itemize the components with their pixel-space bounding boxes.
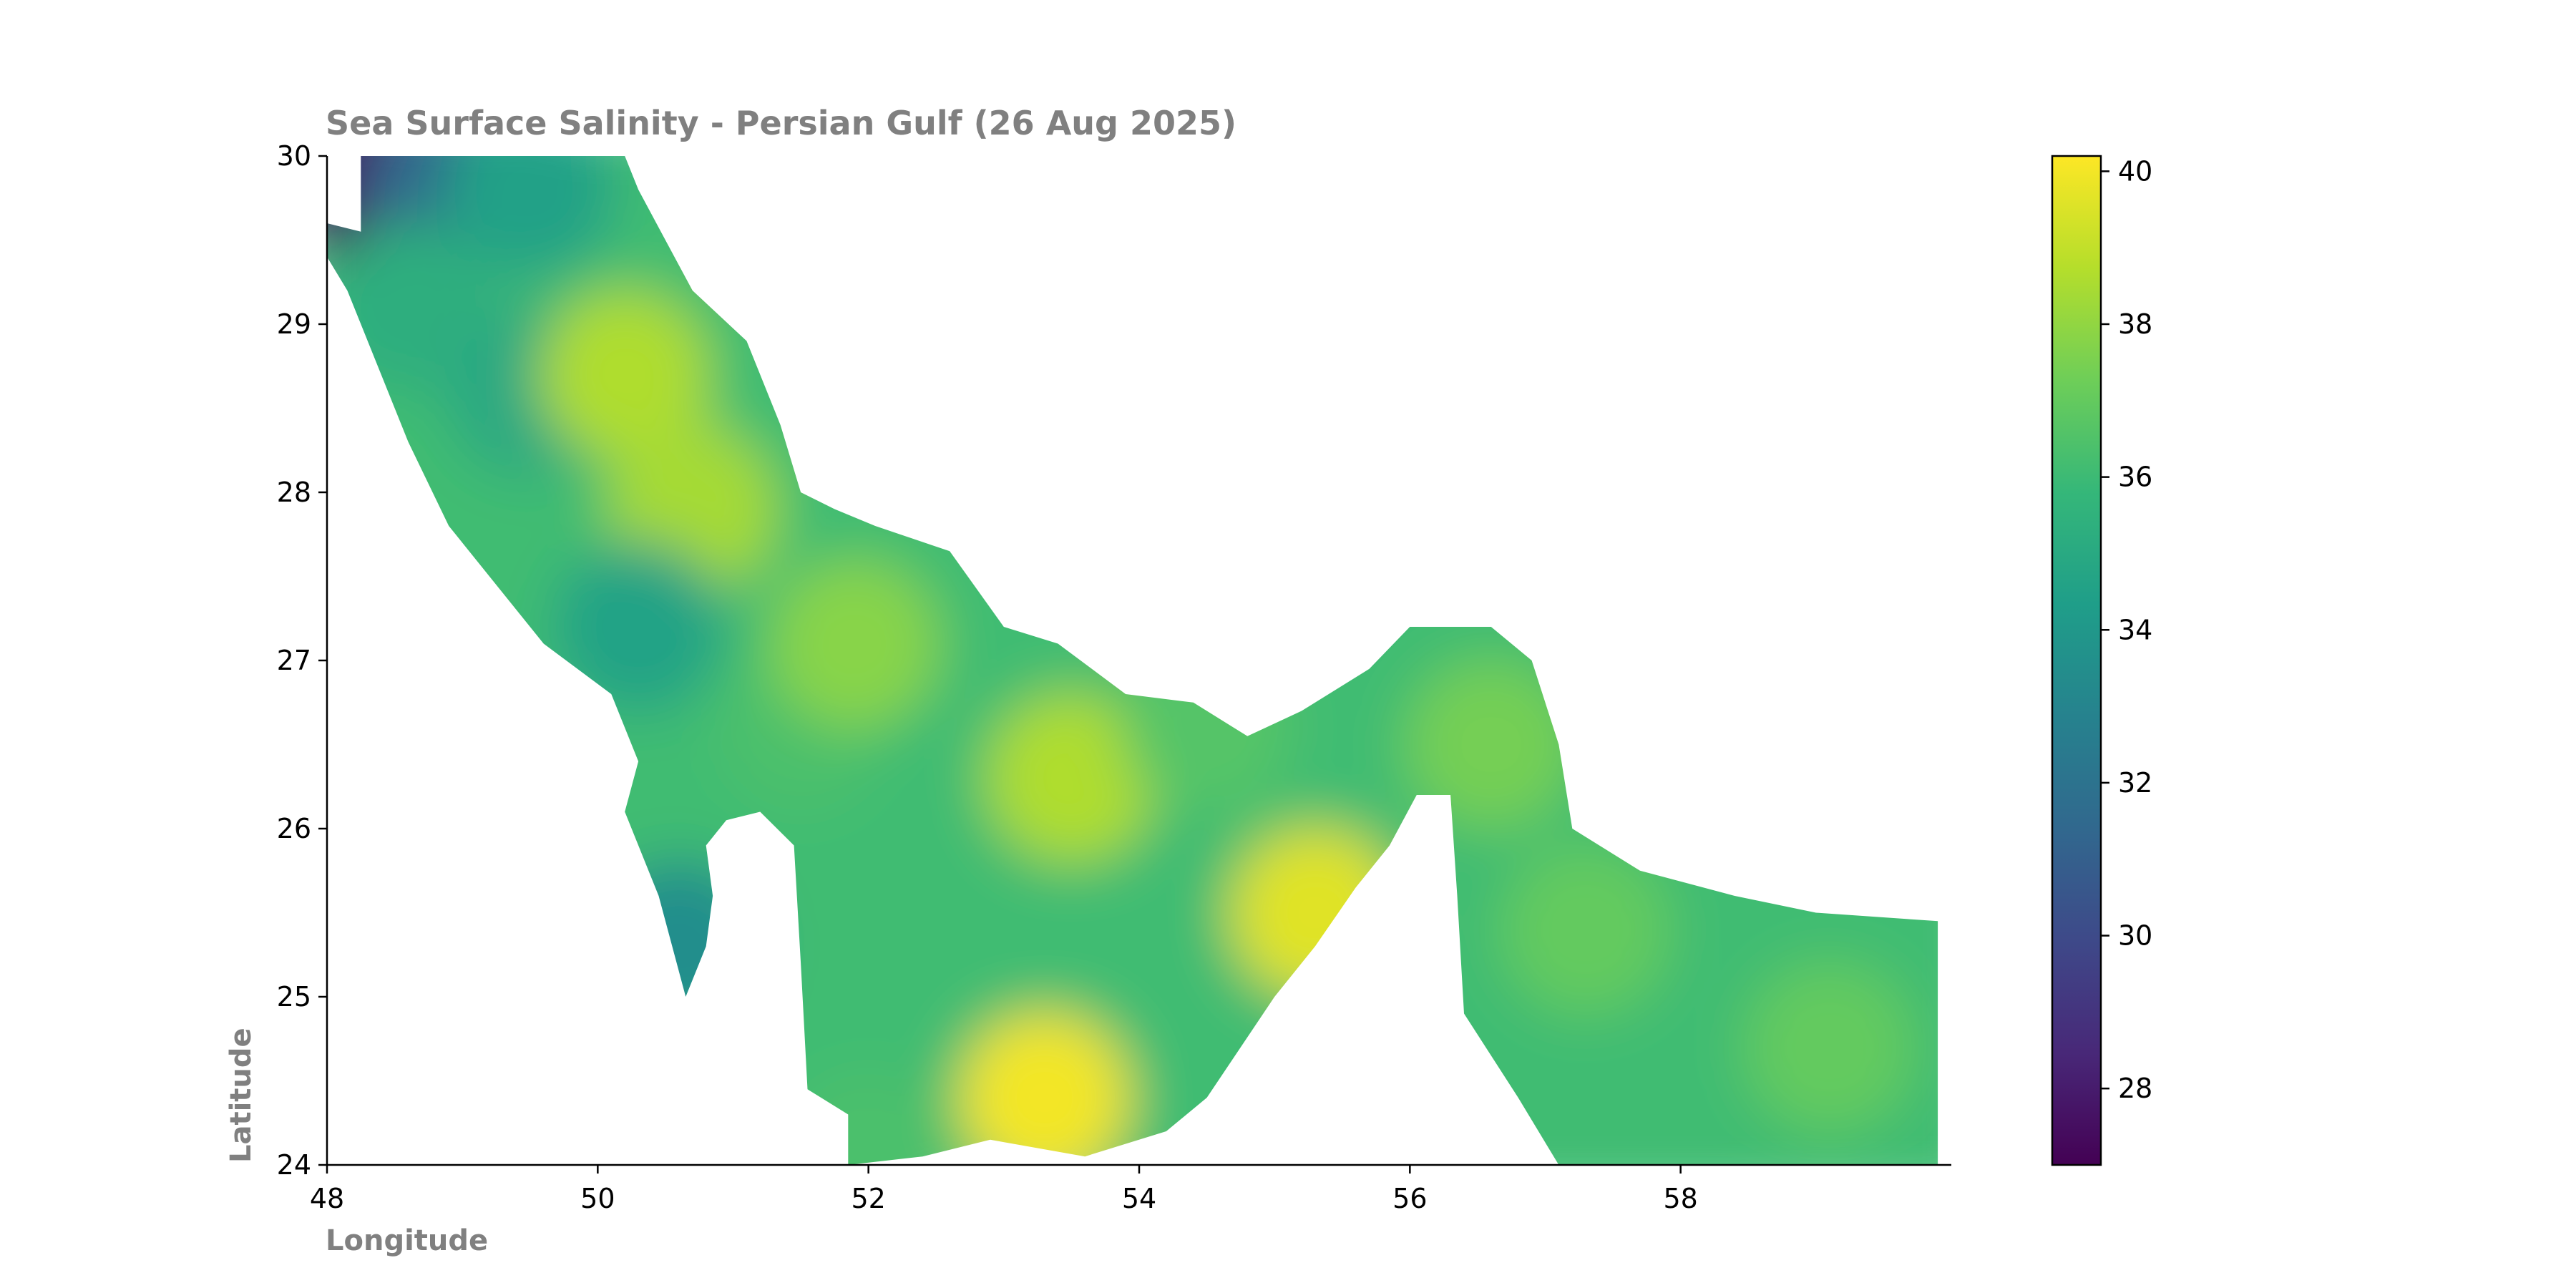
salinity-region <box>769 557 941 730</box>
x-axis-label: Longitude <box>326 1224 488 1257</box>
x-tick-label: 48 <box>310 1183 344 1214</box>
salinity-region <box>592 860 765 1033</box>
salinity-region <box>958 1012 1131 1165</box>
chart-title: Sea Surface Salinity - Persian Gulf (26 … <box>326 104 1236 142</box>
x-tick-label: 52 <box>851 1183 885 1214</box>
colorbar-tick-label: 36 <box>2118 462 2152 493</box>
colorbar-tick-label: 28 <box>2118 1073 2152 1104</box>
salinity-region <box>1121 642 1293 814</box>
x-tick-label: 54 <box>1122 1183 1156 1214</box>
x-tick-label: 50 <box>580 1183 615 1214</box>
y-tick-label: 24 <box>277 1149 311 1181</box>
y-tick-label: 30 <box>277 140 311 172</box>
x-axis-ticks: 48 50 52 54 56 58 <box>310 1165 1698 1214</box>
salinity-region <box>1743 961 1916 1133</box>
y-tick-label: 26 <box>277 813 311 844</box>
y-tick-label: 27 <box>277 645 311 676</box>
x-tick-label: 56 <box>1392 1183 1427 1214</box>
salinity-region <box>552 541 725 713</box>
colorbar-gradient <box>2052 156 2101 1165</box>
y-axis-label: Latitude <box>225 1028 258 1163</box>
salinity-region <box>782 1070 955 1165</box>
colorbar-ticks: 28 30 32 34 36 38 40 <box>2101 155 2152 1104</box>
x-tick-label: 58 <box>1663 1183 1697 1214</box>
salinity-region <box>1405 658 1577 831</box>
salinity-base <box>327 156 1938 1165</box>
y-tick-label: 29 <box>277 308 311 340</box>
colorbar-tick-label: 30 <box>2118 920 2152 952</box>
colorbar-tick-label: 38 <box>2118 308 2152 340</box>
colorbar-frame <box>2051 155 2102 1166</box>
salinity-region <box>1500 844 1672 1015</box>
colorbar: 28 30 32 34 36 38 40 <box>2051 155 2152 1166</box>
y-tick-label: 28 <box>277 477 311 508</box>
salinity-region <box>985 692 1158 864</box>
salinity-heatmap <box>327 156 1938 1165</box>
salinity-region <box>539 288 711 461</box>
salinity-region <box>444 156 616 275</box>
colorbar-tick-label: 40 <box>2118 155 2152 187</box>
y-axis-ticks: 24 25 26 27 28 29 30 <box>277 140 327 1181</box>
salinity-region <box>1229 826 1401 999</box>
y-tick-label: 25 <box>277 981 311 1013</box>
colorbar-tick-label: 34 <box>2118 614 2152 645</box>
colorbar-tick-label: 32 <box>2118 767 2152 799</box>
